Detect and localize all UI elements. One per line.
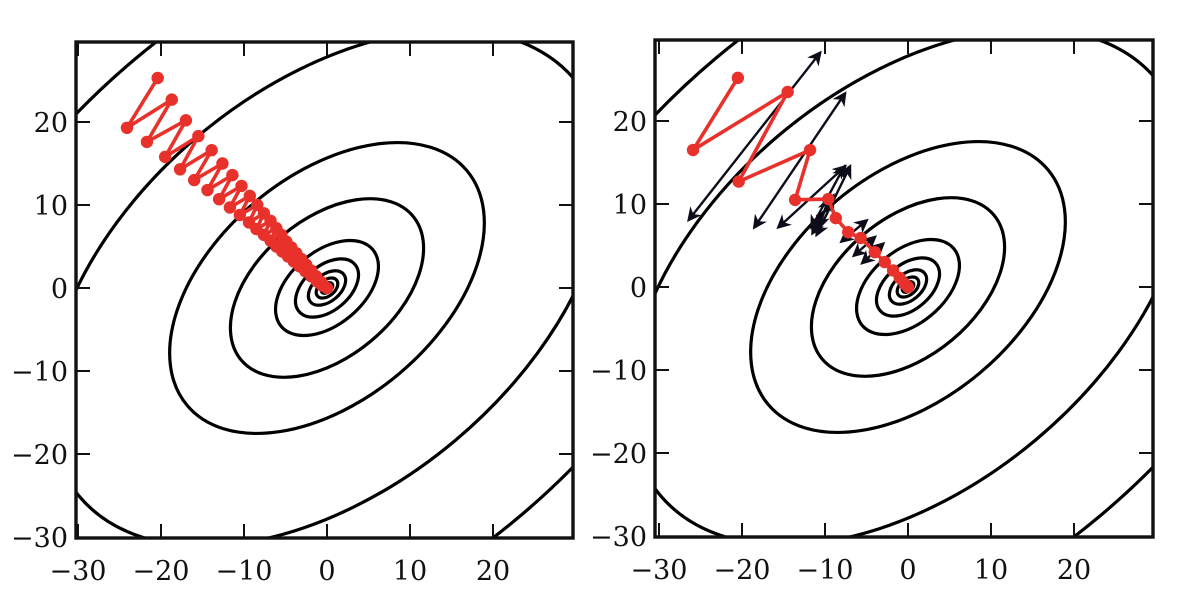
x-tick-label: 10 — [393, 556, 427, 587]
x-tick-label: 20 — [476, 556, 510, 587]
trajectory-point — [212, 192, 226, 206]
x-tick-label: −20 — [714, 555, 771, 586]
axes-box — [653, 38, 1155, 539]
trajectory-point — [151, 71, 164, 85]
plot-without-momentum: −30 −20 −10 0 10 20 −30 −20 −10 0 10 20 — [11, 40, 575, 587]
trajectory-point — [205, 144, 218, 157]
trajectory-point — [803, 143, 817, 157]
contour-ellipse — [655, 40, 1153, 537]
trajectory-point — [223, 201, 237, 214]
y-tick-label: −10 — [11, 357, 68, 388]
trajectory-point — [732, 175, 745, 188]
trajectory-point — [822, 192, 835, 206]
x-tick-label: −10 — [797, 555, 854, 586]
gradient-arrow — [752, 91, 847, 230]
x-tick-label: 0 — [899, 555, 916, 586]
trajectory-point — [216, 157, 229, 170]
trajectory-point — [233, 208, 247, 222]
y-tick-label: 0 — [51, 274, 68, 305]
x-tick-label: −30 — [50, 556, 107, 587]
trajectory-point — [179, 114, 193, 127]
x-tick-label: −30 — [631, 555, 688, 586]
y-tick-label: −10 — [590, 356, 647, 387]
plot-with-momentum: −30 −20 −10 0 10 20 −30 −20 −10 0 10 20 — [590, 38, 1155, 586]
trajectory-point — [140, 135, 154, 149]
trajectory-point — [188, 173, 201, 187]
y-tick-labels: −30 −20 −10 0 10 20 — [11, 108, 68, 554]
trajectory-point — [686, 143, 700, 157]
x-tick-label: 20 — [1057, 555, 1091, 586]
axis-ticks — [655, 40, 1153, 537]
contour-lines — [76, 42, 573, 538]
trajectory-point — [320, 281, 334, 295]
trajectory-point — [235, 179, 248, 193]
x-tick-label: 0 — [318, 556, 335, 587]
y-tick-label: 0 — [630, 273, 647, 304]
trajectory-point — [243, 189, 257, 203]
descent-path — [686, 71, 915, 294]
trajectory-point — [788, 193, 802, 207]
trajectory-point — [165, 93, 178, 106]
x-tick-labels: −30 −20 −10 0 10 20 — [50, 556, 511, 587]
axes-frame — [74, 40, 575, 540]
trajectory-point — [120, 121, 134, 135]
x-tick-label: −20 — [133, 556, 190, 587]
contour-ellipse — [76, 42, 573, 538]
trajectory-point — [731, 71, 745, 85]
trajectory-point — [251, 198, 264, 212]
descent-path — [120, 71, 334, 295]
trajectory-point — [842, 226, 855, 239]
trajectory-point — [878, 255, 891, 269]
x-tick-label: −10 — [216, 556, 273, 587]
trajectory-point — [226, 168, 239, 182]
trajectory-point — [781, 85, 794, 99]
y-tick-labels: −30 −20 −10 0 10 20 — [590, 107, 647, 553]
trajectory-point — [201, 183, 214, 197]
trajectory-point — [829, 211, 842, 225]
axis-ticks — [76, 42, 573, 538]
x-tick-label: 10 — [974, 555, 1008, 586]
trajectory-point — [173, 163, 187, 176]
y-tick-label: 20 — [613, 107, 647, 138]
trajectory-point — [854, 231, 867, 245]
trajectory-point — [868, 245, 881, 259]
contour-lines — [655, 40, 1153, 537]
y-tick-label: 10 — [613, 190, 647, 221]
y-tick-label: 20 — [34, 108, 68, 139]
y-tick-label: 10 — [34, 191, 68, 222]
y-tick-label: −20 — [11, 440, 68, 471]
y-tick-label: −30 — [590, 522, 647, 553]
y-tick-label: −20 — [590, 439, 647, 470]
trajectory-point — [192, 129, 205, 143]
gradient-arrow — [687, 50, 822, 223]
trajectory-point — [158, 150, 172, 164]
axes-frame — [653, 38, 1155, 539]
axes-box — [74, 40, 575, 540]
trajectory-point — [901, 280, 915, 294]
y-tick-label: −30 — [11, 523, 68, 554]
x-tick-labels: −30 −20 −10 0 10 20 — [631, 555, 1092, 586]
